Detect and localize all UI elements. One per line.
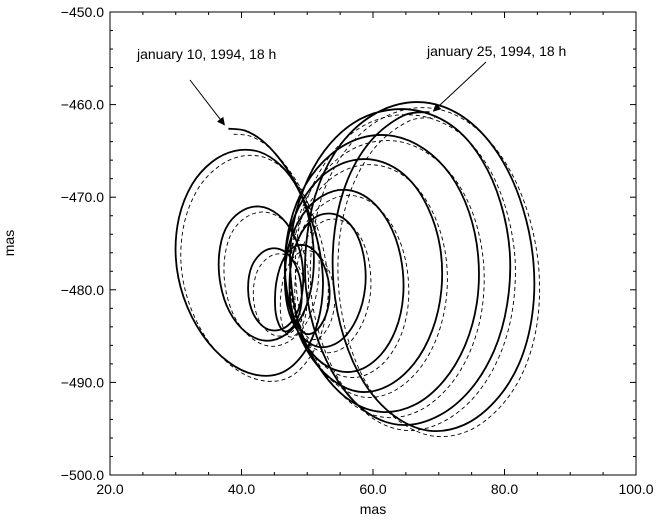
y-tick-label: −460.0 [61, 97, 104, 113]
x-tick-label: 100.0 [618, 481, 653, 497]
plot-frame [109, 11, 637, 476]
x-tick-label: 80.0 [491, 481, 518, 497]
y-tick-label: −490.0 [61, 374, 104, 390]
annotation-end-label: january 25, 1994, 18 h [426, 43, 566, 59]
solid-series-line [174, 101, 536, 432]
series-solid [174, 101, 536, 432]
annotation-end-arrow [432, 61, 487, 112]
series-dashed [180, 107, 541, 438]
y-tick-label: −500.0 [61, 467, 104, 483]
annotation-start-arrow [189, 79, 225, 126]
y-tick-label: −450.0 [61, 4, 104, 20]
y-tick-label: −480.0 [61, 282, 104, 298]
y-tick-label: −470.0 [61, 189, 104, 205]
annotation-start-label: january 10, 1994, 18 h [136, 46, 276, 62]
x-axis-label: mas [360, 501, 386, 517]
x-tick-label: 20.0 [96, 481, 123, 497]
y-axis-label: mas [1, 230, 17, 256]
dashed-series-line [180, 107, 541, 438]
tick-labels: 20.0 40.0 60.0 80.0 100.0 −450.0 −460.0 −470.0 −… [61, 4, 654, 497]
annotations: january 10, 1994, 18 h january 25, 1994, … [136, 43, 566, 126]
x-tick-label: 40.0 [228, 481, 255, 497]
x-tick-label: 60.0 [359, 481, 386, 497]
axis-ticks [109, 11, 637, 476]
